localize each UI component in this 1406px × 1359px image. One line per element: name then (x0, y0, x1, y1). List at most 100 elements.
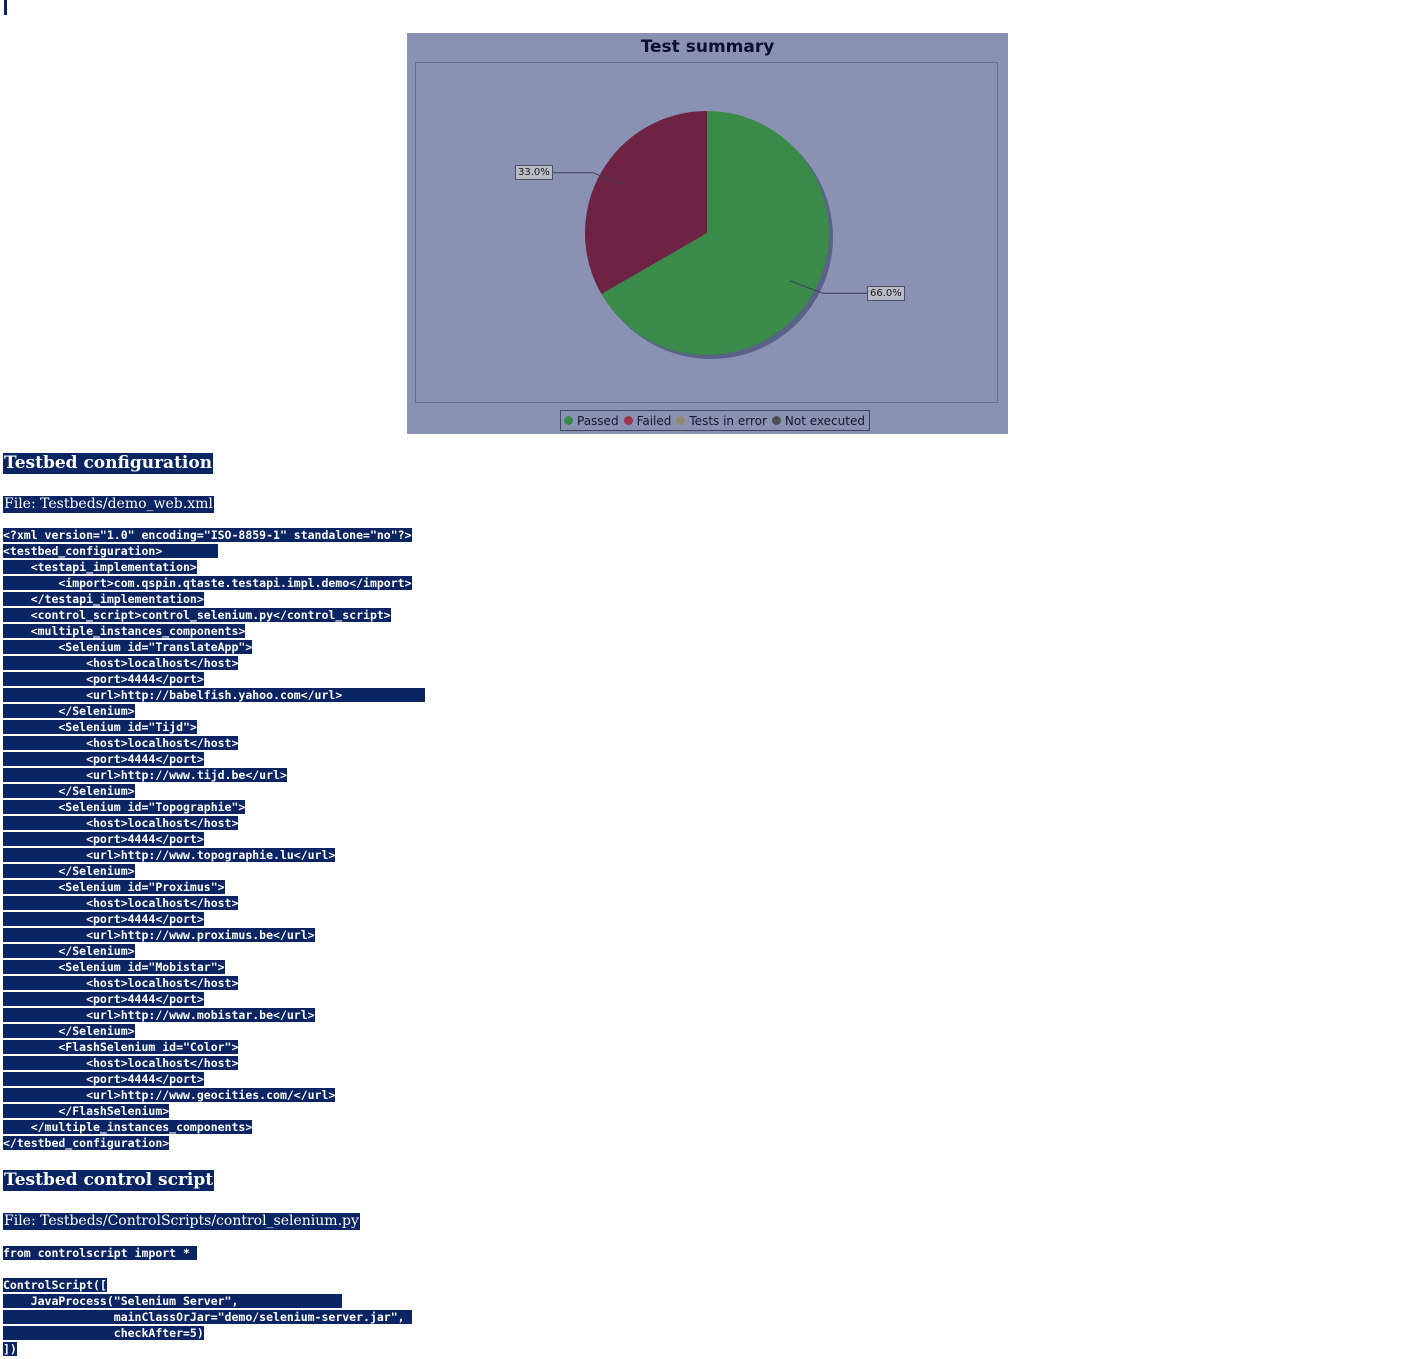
chart-legend: Passed Failed Tests in error Not executed (560, 410, 870, 431)
code-line-text: <host>localhost</host> (3, 976, 239, 990)
code-line: </testbed_configuration> (3, 1135, 425, 1151)
code-line: </FlashSelenium> (3, 1103, 425, 1119)
code-line-text: <url>http://www.topographie.lu</url> (3, 848, 336, 862)
legend-color-dot-icon (564, 416, 573, 425)
code-line: ControlScript([ (3, 1277, 412, 1293)
plot-area: 66.0% 33.0% (415, 62, 998, 403)
code-line: <port>4444</port> (3, 671, 425, 687)
code-line-text: <FlashSelenium id="Color"> (3, 1040, 239, 1054)
legend-label: Not executed (784, 413, 865, 428)
code-line: <Selenium id="Mobistar"> (3, 959, 425, 975)
code-line-text: checkAfter=5) (3, 1326, 204, 1340)
code-line-text: <url>http://www.proximus.be</url> (3, 928, 315, 942)
text-cursor (4, 0, 7, 15)
code-line-text: <testbed_configuration> (3, 544, 218, 558)
code-line-text: <port>4444</port> (3, 1072, 204, 1086)
code-line: <import>com.qspin.qtaste.testapi.impl.de… (3, 575, 425, 591)
code-line-text: </Selenium> (3, 704, 135, 718)
code-line-text: ]) (3, 1342, 17, 1356)
testbed-config-code: <?xml version="1.0" encoding="ISO-8859-1… (3, 527, 426, 1151)
code-line-text: <import>com.qspin.qtaste.testapi.impl.de… (3, 576, 412, 590)
code-line: <url>http://www.geocities.com/</url> (3, 1087, 425, 1103)
legend-label: Tests in error (689, 413, 767, 428)
pie-slice-failed (585, 111, 707, 294)
code-line: <multiple_instances_components> (3, 623, 425, 639)
code-line-text: <port>4444</port> (3, 672, 204, 686)
legend-color-dot-icon (623, 416, 633, 425)
slice-leader-line (553, 172, 625, 186)
legend-item: Failed (623, 413, 672, 428)
code-line-text: <multiple_instances_components> (3, 624, 246, 638)
code-line: checkAfter=5) (3, 1325, 412, 1341)
code-line: <url>http://babelfish.yahoo.com</url> (3, 687, 426, 703)
legend-label: Passed (577, 413, 619, 428)
code-line: <url>http://www.mobistar.be</url> (3, 1007, 425, 1023)
code-line-text: </Selenium> (3, 1024, 135, 1038)
code-line: <Selenium id="Proximus"> (3, 879, 425, 895)
code-line: </Selenium> (3, 1023, 425, 1039)
code-line-text: </testapi_implementation> (3, 592, 204, 606)
code-line-text: <port>4444</port> (3, 912, 204, 926)
code-line-text: <host>localhost</host> (3, 816, 239, 830)
code-line-text: </Selenium> (3, 784, 135, 798)
code-line: <port>4444</port> (3, 831, 425, 847)
code-line-text: <url>http://www.tijd.be</url> (3, 768, 287, 782)
code-line-text: from controlscript import * (3, 1246, 197, 1260)
legend-item: Tests in error (676, 414, 767, 428)
code-line-text: JavaProcess("Selenium Server", (3, 1294, 343, 1308)
code-line: <host>localhost</host> (3, 815, 425, 831)
code-line: <testapi_implementation> (3, 559, 425, 575)
code-line-text: <testapi_implementation> (3, 560, 197, 574)
code-line: <Selenium id="Tijd"> (3, 719, 425, 735)
code-line-text: <url>http://www.mobistar.be</url> (3, 1008, 315, 1022)
legend-item: Passed (564, 414, 619, 428)
code-line: <host>localhost</host> (3, 895, 425, 911)
code-line: <host>localhost</host> (3, 655, 425, 671)
legend-color-dot-icon (676, 416, 686, 425)
code-line: <port>4444</port> (3, 751, 425, 767)
code-line-text: <?xml version="1.0" encoding="ISO-8859-1… (3, 528, 412, 542)
code-line: <url>http://www.topographie.lu</url> (3, 847, 425, 863)
code-line-text: <host>localhost</host> (3, 896, 239, 910)
legend-item: Not executed (771, 413, 865, 428)
testbed-config-file-path: File: Testbeds/demo_web.xml (3, 496, 214, 513)
slice-label: 33.0% (515, 165, 553, 181)
code-line: <host>localhost</host> (3, 1055, 425, 1071)
code-line-text: </FlashSelenium> (3, 1104, 170, 1118)
code-line: <host>localhost</host> (3, 975, 425, 991)
code-line-text: <Selenium id="Proximus"> (3, 880, 225, 894)
code-line: </Selenium> (3, 943, 425, 959)
control-script-code: ControlScript([ JavaProcess("Selenium Se… (3, 1277, 412, 1357)
code-line: from controlscript import * (3, 1245, 197, 1261)
code-line: JavaProcess("Selenium Server", (3, 1293, 412, 1309)
code-line: <testbed_configuration> (3, 543, 425, 559)
pie-slice-passed (601, 111, 829, 355)
code-line: </multiple_instances_components> (3, 1119, 425, 1135)
chart-title: Test summary (640, 37, 775, 57)
pie-chart (553, 111, 867, 359)
code-line: </testapi_implementation> (3, 591, 425, 607)
code-line: <Selenium id="TranslateApp"> (3, 639, 425, 655)
code-line: </Selenium> (3, 703, 425, 719)
testbed-configuration-heading: Testbed configuration (3, 453, 214, 474)
code-line-text: <Selenium id="Tijd"> (3, 720, 197, 734)
code-line: mainClassOrJar="demo/selenium-server.jar… (3, 1309, 412, 1325)
legend-color-dot-icon (771, 416, 781, 425)
control-script-file-path: File: Testbeds/ControlScripts/control_se… (3, 1213, 360, 1230)
control-script-import-code: from controlscript import * (3, 1245, 197, 1261)
code-line-text: <port>4444</port> (3, 752, 204, 766)
code-line-text: <url>http://www.geocities.com/</url> (3, 1088, 336, 1102)
code-line-text: </Selenium> (3, 944, 135, 958)
code-line-text: <host>localhost</host> (3, 656, 239, 670)
code-line-text: <Selenium id="TranslateApp"> (3, 640, 253, 654)
code-line: <port>4444</port> (3, 991, 425, 1007)
legend-label: Failed (636, 413, 672, 428)
code-line-text: <control_script>control_selenium.py</con… (3, 608, 391, 622)
code-line: <Selenium id="Topographie"> (3, 799, 425, 815)
testbed-control-script-heading: Testbed control script (3, 1170, 215, 1191)
code-line: </Selenium> (3, 863, 425, 879)
code-line-text: </multiple_instances_components> (3, 1120, 253, 1134)
code-line: <?xml version="1.0" encoding="ISO-8859-1… (3, 527, 425, 543)
code-line: <FlashSelenium id="Color"> (3, 1039, 425, 1055)
code-line: <url>http://www.proximus.be</url> (3, 927, 425, 943)
